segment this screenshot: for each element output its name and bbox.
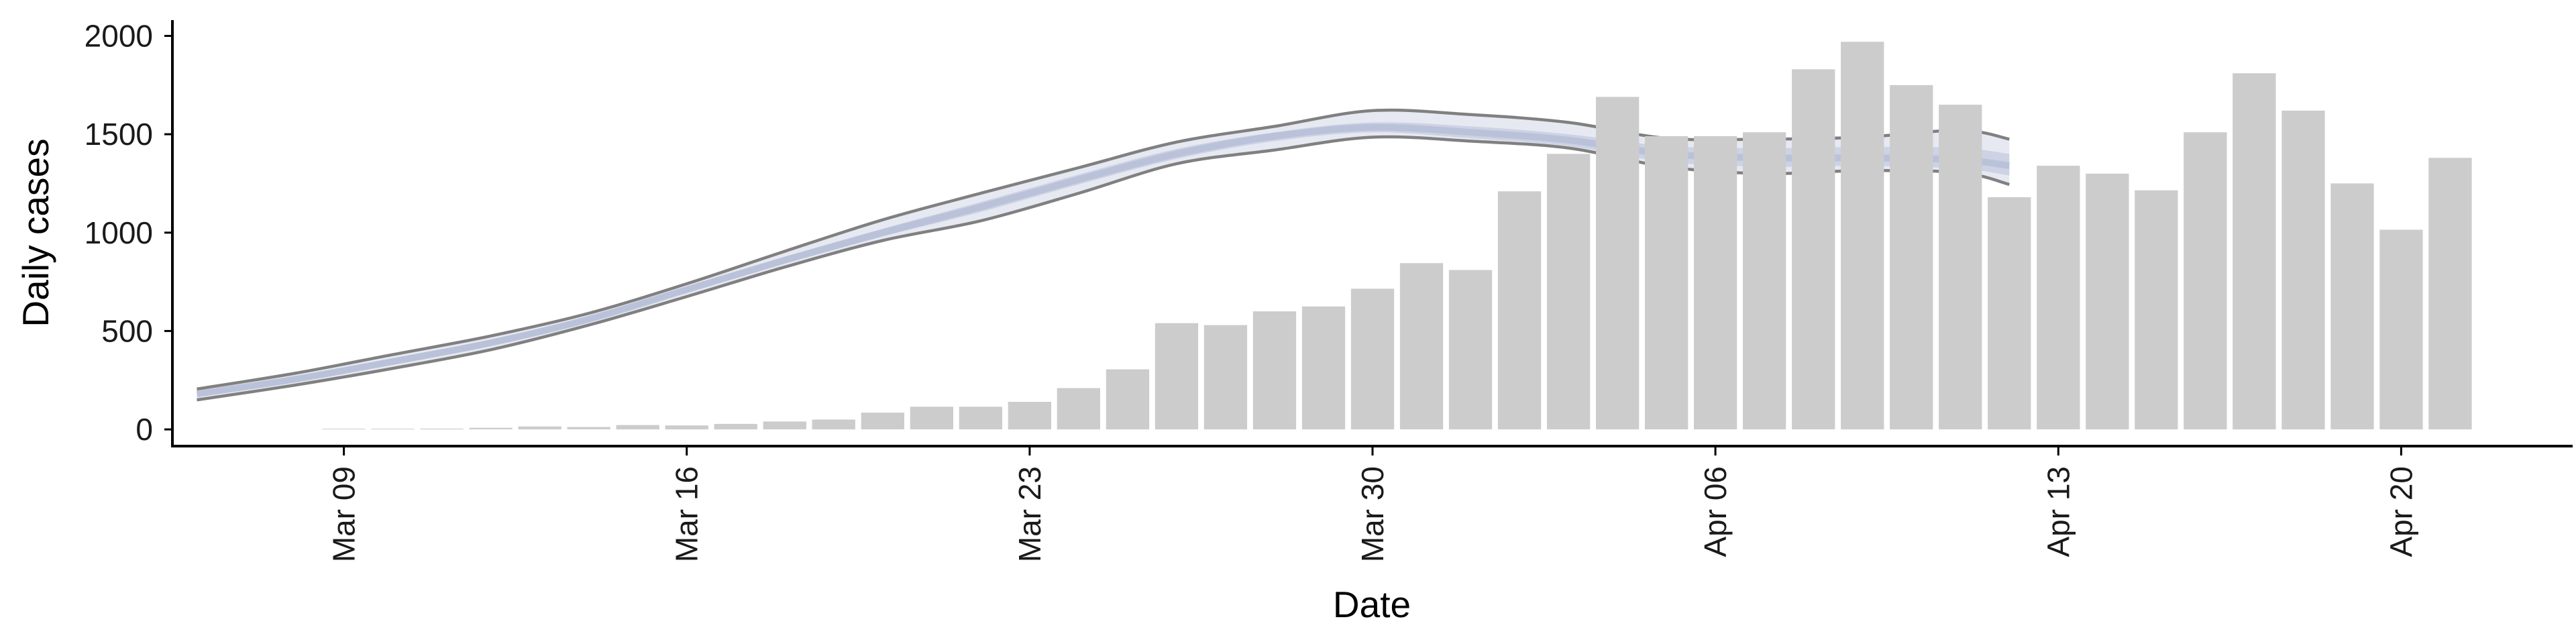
bar-apr-14: [2086, 173, 2129, 430]
bar-apr-16: [2184, 132, 2227, 430]
bar-mar-14: [567, 427, 610, 429]
bar-apr-08: [1792, 69, 1835, 430]
estimate-band-layer: [196, 108, 2010, 402]
bar-apr-18: [2282, 110, 2325, 430]
y-axis-title: Daily cases: [15, 138, 56, 327]
bar-apr-17: [2233, 73, 2276, 430]
bar-mar-23: [1008, 402, 1051, 430]
y-tick-label-500: 500: [101, 313, 153, 348]
x-tick-label-mar-30: Mar 30: [1355, 466, 1390, 562]
bar-mar-26: [1155, 323, 1199, 430]
bar-mar-19: [812, 419, 855, 430]
bar-mar-30: [1350, 288, 1395, 430]
x-axis-ticks: Mar 09 Mar 16 Mar 23 Mar 30 Apr 06 Apr 13 Apr …: [327, 446, 2418, 562]
y-tick-label-1000: 1000: [85, 215, 153, 250]
bar-mar-21: [910, 407, 953, 429]
bar-apr-03: [1547, 154, 1591, 429]
bar-mar-13: [518, 426, 561, 430]
bar-apr-01: [1448, 270, 1493, 430]
x-tick-label-mar-23: Mar 23: [1012, 466, 1047, 562]
x-tick-label-mar-16: Mar 16: [669, 466, 704, 562]
bar-mar-28: [1252, 311, 1297, 430]
x-tick-label-apr-06: Apr 06: [1698, 466, 1733, 557]
bar-mar-16: [665, 425, 708, 430]
bar-mar-18: [763, 421, 806, 429]
bar-mar-27: [1203, 325, 1248, 430]
y-tick-label-2000: 2000: [85, 19, 153, 54]
y-tick-label-1500: 1500: [85, 117, 153, 152]
bar-apr-10: [1890, 85, 1933, 430]
bar-apr-19: [2330, 183, 2374, 429]
bar-mar-12: [469, 427, 513, 429]
bar-mar-20: [861, 413, 904, 429]
y-tick-label-0: 0: [136, 412, 153, 447]
x-tick-label-apr-13: Apr 13: [2041, 466, 2076, 557]
bar-apr-13: [2037, 166, 2080, 429]
bar-mar-31: [1399, 263, 1444, 429]
x-tick-label-mar-09: Mar 09: [327, 466, 362, 562]
bar-mar-29: [1301, 306, 1346, 430]
bar-apr-05: [1645, 136, 1688, 429]
bar-apr-06: [1694, 136, 1737, 429]
bar-mar-22: [959, 407, 1002, 429]
bar-apr-09: [1841, 42, 1884, 430]
bar-apr-12: [1988, 197, 2031, 430]
bar-mar-15: [616, 425, 659, 430]
bar-apr-11: [1939, 105, 1982, 429]
bar-apr-02: [1497, 191, 1542, 430]
bar-apr-20: [2379, 229, 2423, 430]
x-tick-label-apr-20: Apr 20: [2383, 466, 2418, 557]
bar-mar-24: [1057, 388, 1100, 430]
daily-cases-bars: [322, 42, 2472, 430]
x-axis-title: Date: [1333, 584, 1411, 625]
bar-apr-21: [2428, 158, 2472, 430]
bar-apr-15: [2135, 190, 2178, 430]
bar-apr-07: [1743, 132, 1786, 430]
bar-mar-17: [714, 423, 757, 430]
bar-apr-04: [1596, 97, 1640, 430]
bar-mar-25: [1106, 369, 1150, 430]
y-axis-ticks: 0 500 1000 1500 2000: [85, 19, 172, 447]
